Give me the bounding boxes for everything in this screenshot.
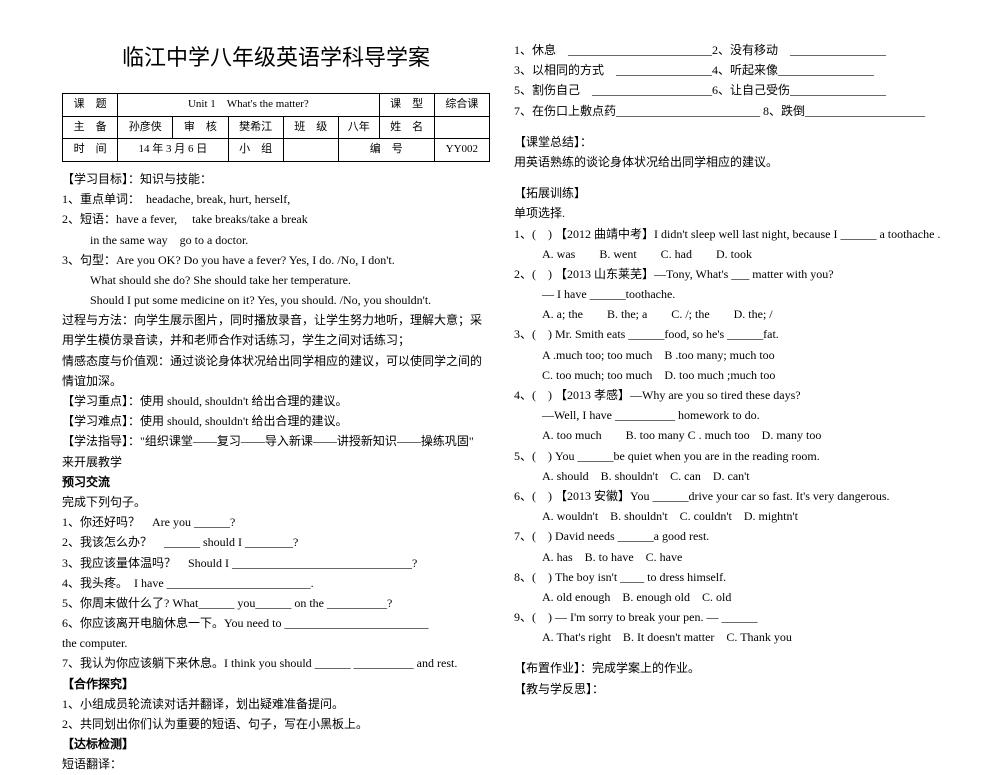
cell: 综合课 <box>434 94 489 117</box>
text: What should she do? She should take her … <box>62 271 490 290</box>
text: 8、( ) The boy isn't ____ to dress himsel… <box>514 568 942 587</box>
coop-heading: 【合作探究】 <box>62 675 490 694</box>
text: 用英语熟练的谈论身体状况给出同学相应的建议。 <box>514 153 942 172</box>
text: 6、你应该离开电脑休息一下。You need to ______________… <box>62 614 490 633</box>
cell: 八年 <box>338 116 379 139</box>
text: 短语翻译： <box>62 755 490 774</box>
cell: 14 年 3 月 6 日 <box>118 139 228 162</box>
cell <box>434 116 489 139</box>
text: A. That's right B. It doesn't matter C. … <box>514 628 942 647</box>
text: 3、( ) Mr. Smith eats ______food, so he's… <box>514 325 942 344</box>
cell: 课 题 <box>63 94 118 117</box>
spacer <box>514 122 942 132</box>
cell: 小 组 <box>228 139 283 162</box>
text: 5、割伤自己 ____________________6、让自己受伤______… <box>514 81 942 100</box>
meta-table: 课 题 Unit 1 What's the matter? 课 型 综合课 主 … <box>62 93 490 162</box>
summary-heading: 【课堂总结】： <box>514 133 942 152</box>
cell: 审 核 <box>173 116 228 139</box>
text: in the same way go to a doctor. <box>62 231 490 250</box>
check-heading: 【达标检测】 <box>62 735 490 754</box>
cell: YY002 <box>434 139 489 162</box>
text: 情感态度与价值观：通过谈论身体状况给出同学相应的建议，可以使同学之间的 <box>62 352 490 371</box>
text: 5、( ) You ______be quiet when you are in… <box>514 447 942 466</box>
cell: 主 备 <box>63 116 118 139</box>
objectives-label: 【学习目标】：知识与技能： <box>62 170 490 189</box>
text: 7、我认为你应该躺下来休息。I think you should ______ … <box>62 654 490 673</box>
cell: Unit 1 What's the matter? <box>118 94 379 117</box>
text: the computer. <box>62 634 490 653</box>
text: 2、( ) 【2013 山东莱芜】—Tony, What's ___ matte… <box>514 265 942 284</box>
text: 1、小组成员轮流读对话并翻译，划出疑难准备提问。 <box>62 695 490 714</box>
text: C. too much; too much D. too much ;much … <box>514 366 942 385</box>
focus-label: 【学习重点】：使用 should, shouldn't 给出合理的建议。 <box>62 392 490 411</box>
text: A. a; the B. the; a C. /; the D. the; / <box>514 305 942 324</box>
extension-heading: 【拓展训练】 <box>514 184 942 203</box>
text: A. should B. shouldn't C. can D. can't <box>514 467 942 486</box>
text: 7、在伤口上敷点药________________________ 8、跌倒__… <box>514 102 942 121</box>
cell: 孙彦侠 <box>118 116 173 139</box>
cell <box>283 139 338 162</box>
text: 【学法指导】："组织课堂——复习——导入新课——讲授新知识——操练巩固" <box>62 432 490 451</box>
text: 1、( ) 【2012 曲靖中考】I didn't sleep well las… <box>514 225 942 244</box>
text: 情谊加深。 <box>62 372 490 391</box>
spacer <box>514 648 942 658</box>
text: 3、以相同的方式 ________________4、听起来像_________… <box>514 61 942 80</box>
cell: 姓 名 <box>379 116 434 139</box>
text: —Well, I have __________ homework to do. <box>514 406 942 425</box>
text: A. was B. went C. had D. took <box>514 245 942 264</box>
text: 完成下列句子。 <box>62 493 490 512</box>
text: A. has B. to have C. have <box>514 548 942 567</box>
spacer <box>514 173 942 183</box>
text: 过程与方法：向学生展示图片，同时播放录音，让学生努力地听，理解大意；采 <box>62 311 490 330</box>
text: 6、( ) 【2013 安徽】You ______drive your car … <box>514 487 942 506</box>
reflection-label: 【教与学反思】： <box>514 680 942 699</box>
cell: 樊希江 <box>228 116 283 139</box>
text: 2、我该怎么办？ ______ should I ________? <box>62 533 490 552</box>
text: 5、你周末做什么了? What______ you______ on the _… <box>62 594 490 613</box>
cell: 课 型 <box>379 94 434 117</box>
preview-heading: 预习交流 <box>62 473 490 492</box>
right-column: 1、休息 ________________________2、没有移动 ____… <box>502 40 954 669</box>
text: 1、重点单词： headache, break, hurt, herself, <box>62 190 490 209</box>
text: A .much too; too much B .too many; much … <box>514 346 942 365</box>
homework-label: 【布置作业】：完成学案上的作业。 <box>514 659 942 678</box>
cell: 班 级 <box>283 116 338 139</box>
text: A. too much B. too many C . much too D. … <box>514 426 942 445</box>
text: 4、( ) 【2013 孝感】—Why are you so tired the… <box>514 386 942 405</box>
text: 3、句型：Are you OK? Do you have a fever? Ye… <box>62 251 490 270</box>
text: 7、( ) David needs ______a good rest. <box>514 527 942 546</box>
text: A. old enough B. enough old C. old <box>514 588 942 607</box>
text: 2、共同划出你们认为重要的短语、句子，写在小黑板上。 <box>62 715 490 734</box>
table-row: 主 备 孙彦侠 审 核 樊希江 班 级 八年 姓 名 <box>63 116 490 139</box>
cell: 时 间 <box>63 139 118 162</box>
text: 单项选择. <box>514 204 942 223</box>
text: A. wouldn't B. shouldn't C. couldn't D. … <box>514 507 942 526</box>
table-row: 课 题 Unit 1 What's the matter? 课 型 综合课 <box>63 94 490 117</box>
text: 9、( ) — I'm sorry to break your pen. — _… <box>514 608 942 627</box>
difficulty-label: 【学习难点】：使用 should, shouldn't 给出合理的建议。 <box>62 412 490 431</box>
text: 4、我头疼。 I have ________________________. <box>62 574 490 593</box>
text: 2、短语：have a fever, take breaks/take a br… <box>62 210 490 229</box>
text: 1、你还好吗？ Are you ______? <box>62 513 490 532</box>
text: 来开展教学 <box>62 453 490 472</box>
text: 1、休息 ________________________2、没有移动 ____… <box>514 41 942 60</box>
cell: 编 号 <box>338 139 434 162</box>
table-row: 时 间 14 年 3 月 6 日 小 组 编 号 YY002 <box>63 139 490 162</box>
text: 3、我应该量体温吗？ Should I ____________________… <box>62 554 490 573</box>
left-column: 临江中学八年级英语学科导学案 课 题 Unit 1 What's the mat… <box>50 40 502 669</box>
page-title: 临江中学八年级英语学科导学案 <box>62 40 490 75</box>
text: — I have ______toothache. <box>514 285 942 304</box>
text: Should I put some medicine on it? Yes, y… <box>62 291 490 310</box>
text: 用学生模仿录音读，并和老师合作对话练习，学生之间对话练习； <box>62 331 490 350</box>
